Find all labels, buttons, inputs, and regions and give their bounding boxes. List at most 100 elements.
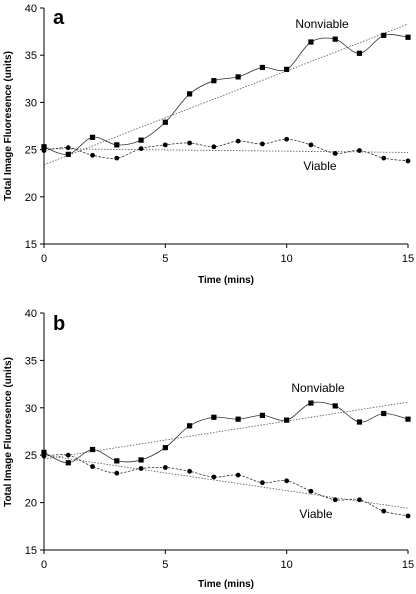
data-point [187, 423, 193, 429]
data-point [405, 158, 411, 164]
data-point [259, 64, 265, 71]
data-point [162, 445, 168, 451]
y-tick-label: 30 [25, 403, 37, 415]
data-point [187, 468, 193, 474]
chart-plot-area: 15 20 25 30 35 40 0 5 10 15 Nonviable Viable [25, 3, 414, 265]
data-point [187, 91, 193, 97]
x-axis-title: Time (mins) [198, 275, 254, 286]
y-axis-title: Total Image Fluoresence (units) [3, 51, 14, 201]
data-point [65, 145, 71, 151]
data-point [114, 142, 120, 148]
data-point [211, 144, 217, 150]
x-tick-label: 5 [162, 559, 168, 571]
data-point [284, 417, 290, 423]
data-point [381, 155, 387, 161]
data-point [65, 151, 71, 157]
data-point [138, 457, 144, 463]
data-point [162, 465, 168, 470]
y-tick-label: 40 [25, 308, 37, 320]
series-line-nonviable [43, 401, 409, 464]
data-point [187, 140, 193, 146]
data-point [138, 146, 144, 152]
data-point [211, 414, 217, 420]
data-point [356, 50, 363, 56]
data-point [357, 497, 362, 503]
data-point [211, 78, 217, 84]
data-point [332, 150, 338, 156]
panel-letter: b [53, 313, 65, 335]
data-point [65, 460, 71, 466]
y-tick-label: 15 [25, 545, 37, 557]
trendline-nonviable [43, 401, 409, 460]
data-point [114, 470, 120, 476]
data-point [235, 138, 241, 144]
data-point [90, 152, 95, 158]
data-point [41, 453, 47, 459]
x-tick-label: 0 [41, 559, 47, 571]
data-point [114, 155, 120, 161]
data-point [41, 449, 47, 455]
data-point [235, 416, 241, 422]
series-label-nonviable: Nonviable [295, 17, 349, 31]
y-tick-label: 20 [25, 498, 37, 510]
data-point [308, 488, 314, 494]
x-tick-label: 10 [281, 559, 293, 571]
y-tick-label: 15 [25, 239, 37, 251]
data-point [405, 416, 411, 422]
y-tick-label: 20 [25, 192, 37, 204]
data-point [235, 472, 241, 478]
panel-letter: a [53, 7, 65, 29]
data-point [89, 446, 96, 453]
data-point [381, 32, 387, 38]
data-point [162, 119, 168, 125]
x-tick-label: 15 [402, 559, 414, 571]
trendline-viable [43, 148, 409, 153]
data-point [260, 141, 265, 147]
x-tick-label: 0 [41, 253, 47, 265]
series-label-viable: Viable [303, 159, 336, 173]
data-point [308, 400, 314, 406]
data-point [89, 134, 96, 140]
data-point [405, 34, 411, 40]
data-point [332, 36, 338, 42]
data-point [332, 497, 338, 503]
data-point [284, 478, 290, 484]
series-label-nonviable: Nonviable [291, 381, 345, 395]
data-point [114, 458, 120, 464]
series-line-viable [43, 454, 409, 517]
y-tick-label: 35 [25, 355, 37, 367]
x-axis-title: Time (mins) [198, 579, 254, 590]
y-tick-label: 30 [25, 97, 37, 109]
y-axis-title: Total Image Fluoresence (units) [3, 357, 14, 507]
data-point [357, 148, 362, 153]
series-line-nonviable [43, 34, 409, 155]
data-point [211, 474, 217, 480]
data-point [65, 452, 71, 458]
y-tick-label: 25 [25, 145, 37, 157]
trendline-viable [43, 454, 409, 509]
data-point [405, 513, 411, 519]
data-point [381, 508, 387, 514]
data-point [138, 137, 144, 143]
series-line-viable [43, 138, 409, 162]
y-tick-label: 35 [25, 50, 37, 62]
data-point [41, 144, 47, 150]
data-point [284, 136, 290, 142]
series-label-viable: Viable [299, 507, 332, 521]
x-tick-label: 15 [402, 253, 414, 265]
data-point [284, 66, 290, 72]
x-tick-label: 5 [162, 253, 168, 265]
y-tick-label: 40 [25, 3, 37, 15]
data-point [332, 403, 338, 409]
trendline-nonviable [43, 23, 409, 166]
data-point [308, 142, 314, 148]
data-point [162, 142, 168, 148]
panel-b: b 15 20 25 30 35 40 0 5 10 15 Nonviable Viable Time… [3, 308, 414, 590]
panel-a: a 15 20 25 30 35 40 0 5 10 15 Nonviable Viable Time… [3, 3, 414, 286]
y-tick-label: 25 [25, 450, 37, 462]
data-point [41, 148, 47, 153]
data-point [90, 464, 95, 469]
chart-plot-area: 15 20 25 30 35 40 0 5 10 15 Nonviable Viable [25, 308, 414, 571]
data-point [260, 480, 265, 486]
